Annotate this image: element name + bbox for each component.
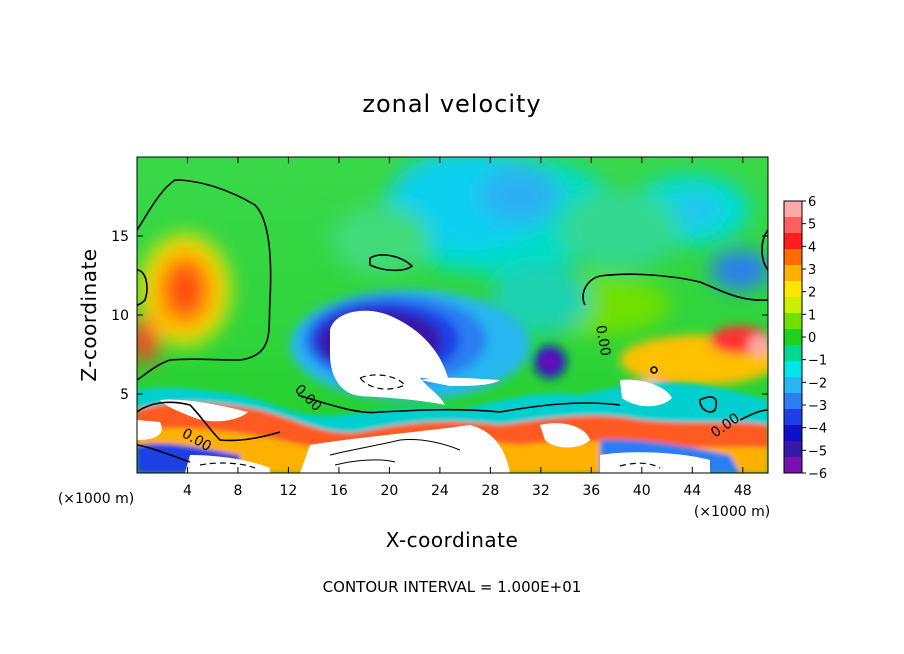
contour-lines <box>137 179 768 469</box>
y-axis-label: Z-coordinate <box>77 248 101 381</box>
x-tick-label: 20 <box>380 483 398 499</box>
chart-title: zonal velocity <box>362 90 541 118</box>
colorbar-swatch <box>784 425 802 442</box>
colorbar-tick-label: −3 <box>808 399 827 414</box>
colorbar-swatch <box>784 329 802 346</box>
colorbar-swatch <box>784 297 802 314</box>
contour-interval-note: CONTOUR INTERVAL = 1.000E+01 <box>323 578 582 596</box>
colorbar-tick-label: −2 <box>808 376 827 391</box>
colorbar-swatch <box>784 281 802 298</box>
y-axis: 5 10 15 <box>111 229 768 403</box>
colorbar-tick-label: 1 <box>808 308 816 323</box>
colorbar-tick-label: 3 <box>808 263 816 278</box>
colorbar-swatch <box>784 345 802 362</box>
x-tick-label: 40 <box>633 483 651 499</box>
x-axis: 4 8 12 16 20 24 28 32 36 40 44 48 <box>183 157 752 499</box>
y-tick-label: 5 <box>120 387 129 403</box>
colorbar-swatch <box>784 313 802 330</box>
colorbar-swatch <box>784 233 802 250</box>
colorbar-tick-label: 4 <box>808 240 816 255</box>
colorbar-tick-label: −1 <box>808 354 827 369</box>
colorbar-swatch <box>784 265 802 282</box>
colorbar: 6 5 4 3 2 1 0 −1 −2 −3 −4 −5 −6 <box>783 195 827 482</box>
colorbar-swatch <box>784 361 802 378</box>
x-tick-label: 8 <box>233 483 242 499</box>
x-tick-label: 44 <box>683 483 701 499</box>
x-tick-label: 36 <box>582 483 600 499</box>
colorbar-swatch <box>784 217 802 234</box>
colorbar-swatch <box>784 377 802 394</box>
x-units-label: (×1000 m) <box>694 504 770 520</box>
x-tick-label: 12 <box>280 483 298 499</box>
x-tick-label: 32 <box>532 483 550 499</box>
x-tick-label: 48 <box>734 483 752 499</box>
colorbar-tick-label: 2 <box>808 286 816 301</box>
colorbar-swatch <box>784 409 802 426</box>
colorbar-swatch <box>784 393 802 410</box>
x-axis-label: X-coordinate <box>386 528 519 552</box>
colorbar-swatch <box>784 201 802 218</box>
x-tick-label: 24 <box>431 483 449 499</box>
colorbar-tick-label: −4 <box>808 422 827 437</box>
y-tick-label: 10 <box>111 308 129 324</box>
colorbar-tick-label: 6 <box>808 195 816 210</box>
x-tick-label: 4 <box>183 483 192 499</box>
colorbar-tick-label: 5 <box>808 218 816 233</box>
colorbar-tick-label: 0 <box>808 331 816 346</box>
colorbar-swatch <box>784 457 802 474</box>
colorbar-tick-label: −5 <box>808 444 827 459</box>
heatmap-field <box>137 157 768 473</box>
x-tick-label: 16 <box>330 483 348 499</box>
colorbar-swatch <box>784 249 802 266</box>
colorbar-tick-label: −6 <box>808 467 827 482</box>
y-tick-label: 15 <box>111 229 129 245</box>
contour-label: 0.00 <box>592 324 613 357</box>
x-tick-label: 28 <box>481 483 499 499</box>
y-units-label: (×1000 m) <box>58 491 134 507</box>
colorbar-swatch <box>784 441 802 458</box>
